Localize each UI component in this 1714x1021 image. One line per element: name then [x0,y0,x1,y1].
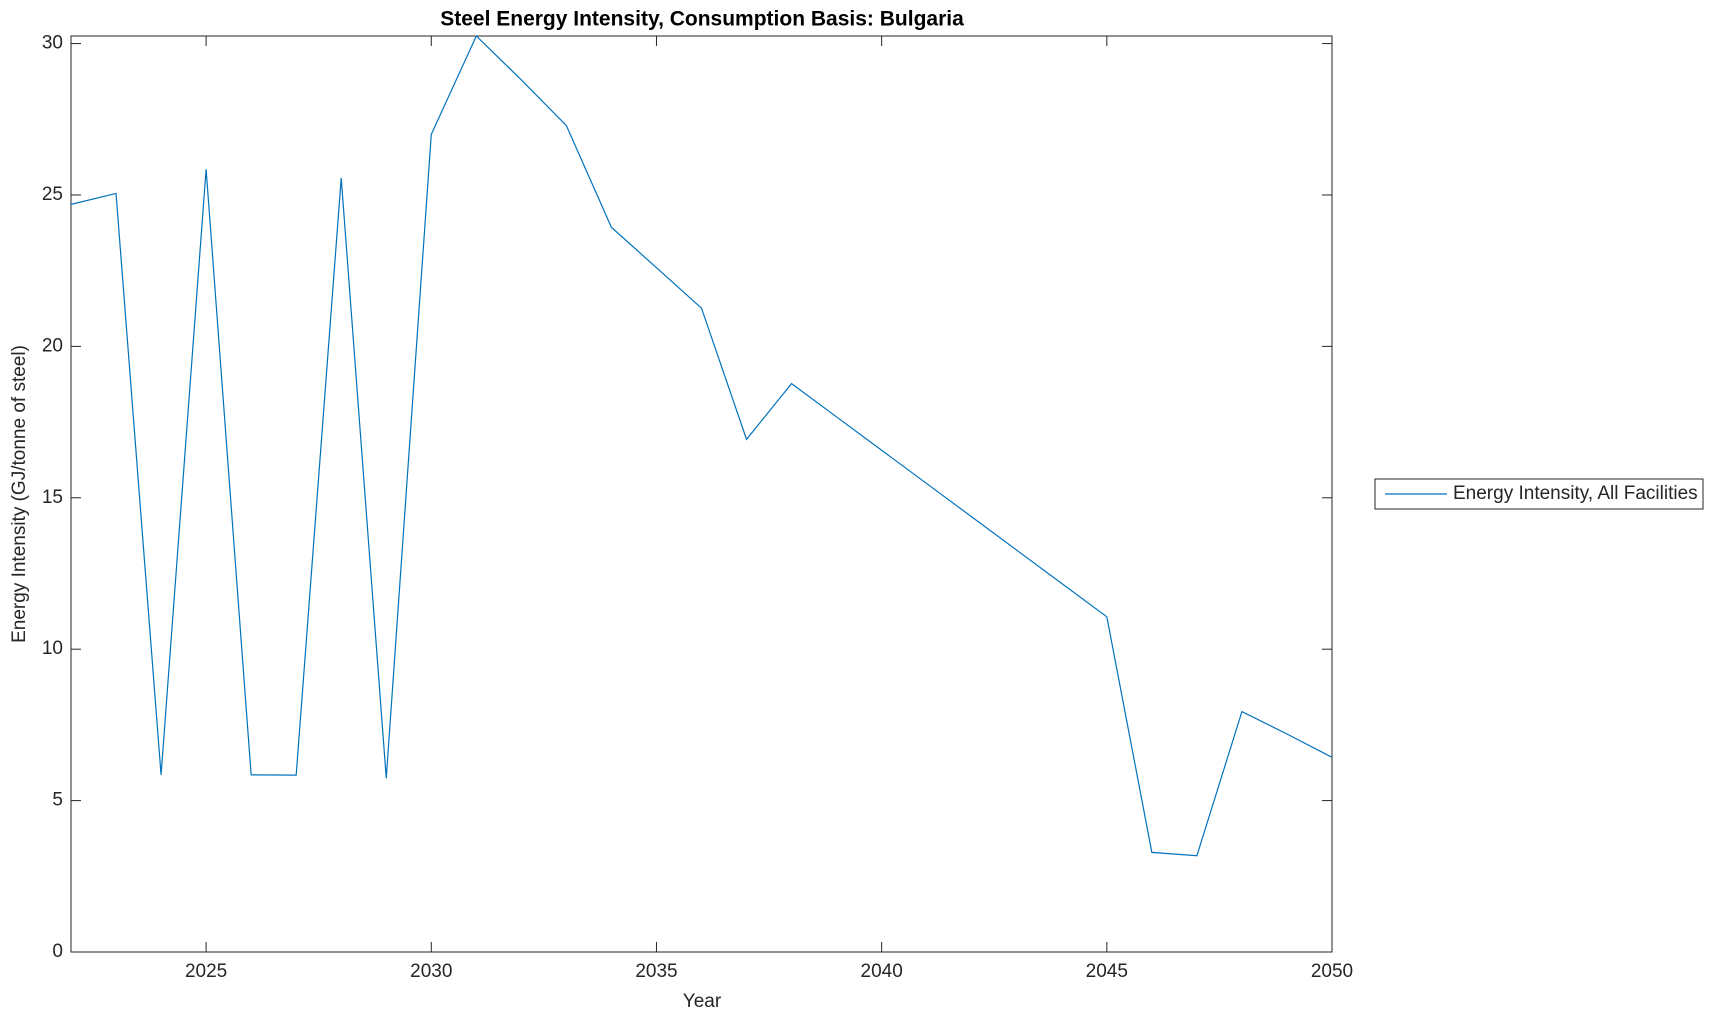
y-tick-label: 0 [52,941,63,962]
x-tick-label: 2035 [635,961,677,982]
x-tick-label: 2045 [1086,961,1128,982]
y-tick-label: 10 [42,638,63,659]
chart-title: Steel Energy Intensity, Consumption Basi… [440,8,964,31]
legend-label: Energy Intensity, All Facilities [1453,483,1698,504]
y-tick-label: 15 [42,487,63,508]
x-tick-label: 2050 [1311,961,1353,982]
x-axis-label: Year [683,991,722,1012]
x-tick-label: 2040 [861,961,903,982]
plot-frame [70,35,1333,953]
y-tick-label: 30 [42,33,63,54]
x-tick-label: 2025 [185,961,227,982]
y-tick-label: 25 [42,184,63,205]
y-tick-label: 5 [52,790,63,811]
x-tick-label: 2030 [410,961,452,982]
data-line [70,34,1333,857]
y-tick-label: 20 [42,335,63,356]
y-axis-label: Energy Intensity (GJ/tonne of steel) [9,345,30,643]
